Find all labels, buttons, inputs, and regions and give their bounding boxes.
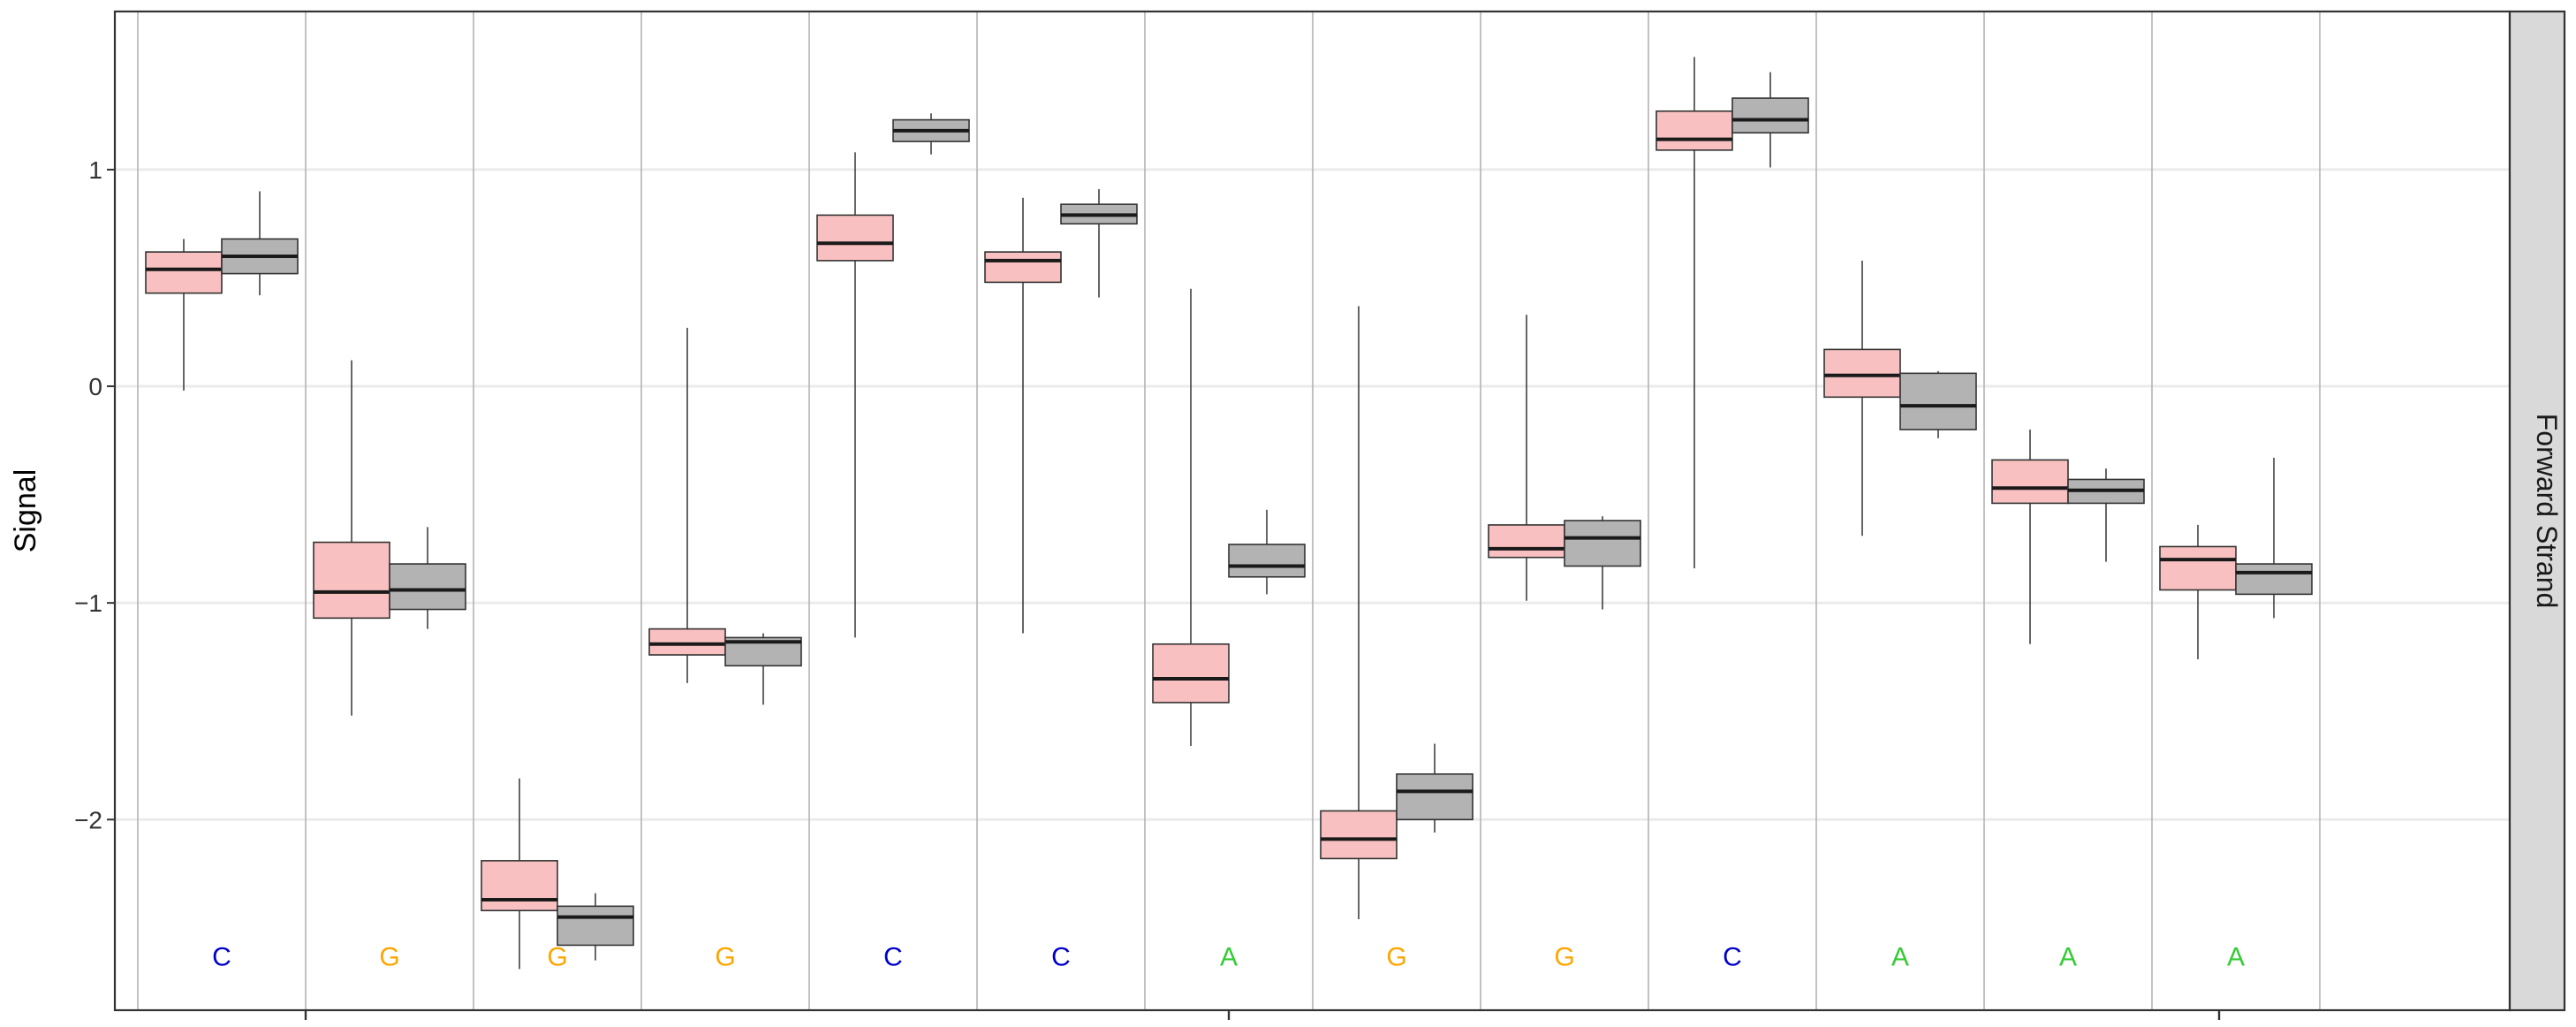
y-axis: 1 0 −1 −2 — [74, 156, 115, 833]
box-body — [1564, 520, 1641, 567]
base-label-g: G — [379, 943, 399, 972]
box-4 — [724, 633, 802, 705]
box-7 — [1152, 288, 1230, 746]
series-2 — [221, 72, 2313, 961]
box-body — [1396, 773, 1474, 821]
box-body — [984, 251, 1062, 284]
base-label-c: C — [1051, 943, 1071, 972]
box-body — [389, 563, 466, 611]
facet-strip — [2508, 10, 2566, 1012]
box-8 — [1320, 306, 1398, 920]
box-4 — [648, 327, 726, 683]
box-body — [1991, 459, 2069, 505]
box-8 — [1396, 743, 1474, 833]
box-body — [557, 905, 634, 947]
box-12 — [2067, 468, 2145, 562]
series-1 — [145, 57, 2237, 970]
box-body — [1152, 643, 1230, 704]
base-label-a: A — [2059, 943, 2077, 972]
box-5 — [816, 152, 894, 638]
boxplot-layer — [145, 57, 2313, 970]
base-label-a: A — [1220, 943, 1238, 972]
box-9 — [1564, 516, 1641, 610]
base-label-a: A — [2227, 943, 2245, 972]
box-6 — [984, 197, 1062, 634]
box-body — [1899, 372, 1977, 430]
y-tick-label: 1 — [88, 156, 102, 184]
box-2 — [313, 360, 390, 716]
box-body — [816, 214, 894, 262]
y-axis-title: Signal — [9, 469, 42, 553]
box-13 — [2235, 457, 2313, 619]
box-10 — [1655, 57, 1733, 568]
box-1 — [145, 239, 223, 391]
box-6 — [1060, 188, 1138, 298]
base-label-g: G — [715, 943, 735, 972]
base-label-c: C — [883, 943, 903, 972]
base-label-g: G — [547, 943, 567, 972]
base-label-g: G — [1386, 943, 1406, 972]
box-body — [1823, 348, 1901, 399]
y-tick-label: −1 — [74, 590, 102, 617]
box-3 — [481, 778, 558, 970]
box-body — [1228, 544, 1306, 578]
y-tick-label: 0 — [88, 373, 102, 400]
x-axis — [304, 1010, 2221, 1020]
box-body — [648, 628, 726, 656]
position-separators — [137, 11, 2321, 1010]
box-13 — [2159, 524, 2237, 659]
box-1 — [221, 191, 299, 296]
box-3 — [557, 893, 634, 961]
base-label-c: C — [1723, 943, 1742, 972]
box-body — [1320, 810, 1398, 860]
box-body — [1731, 97, 1809, 134]
base-label-a: A — [1891, 943, 1909, 972]
box-body — [1655, 110, 1733, 151]
box-2 — [389, 527, 466, 629]
base-label-g: G — [1554, 943, 1574, 972]
box-body — [2235, 563, 2313, 596]
y-tick-label: −2 — [74, 806, 102, 833]
box-11 — [1899, 370, 1977, 438]
facet-strip-label: Forward Strand — [2531, 414, 2563, 609]
box-11 — [1823, 260, 1901, 536]
box-9 — [1488, 315, 1565, 601]
box-5 — [892, 113, 970, 155]
box-body — [145, 251, 223, 294]
box-body — [2159, 545, 2237, 591]
box-12 — [1991, 430, 2069, 644]
box-body — [1488, 524, 1565, 559]
box-body — [313, 541, 390, 620]
box-7 — [1228, 509, 1306, 595]
base-label-c: C — [212, 943, 231, 972]
box-10 — [1731, 72, 1809, 168]
box-body — [481, 860, 558, 912]
